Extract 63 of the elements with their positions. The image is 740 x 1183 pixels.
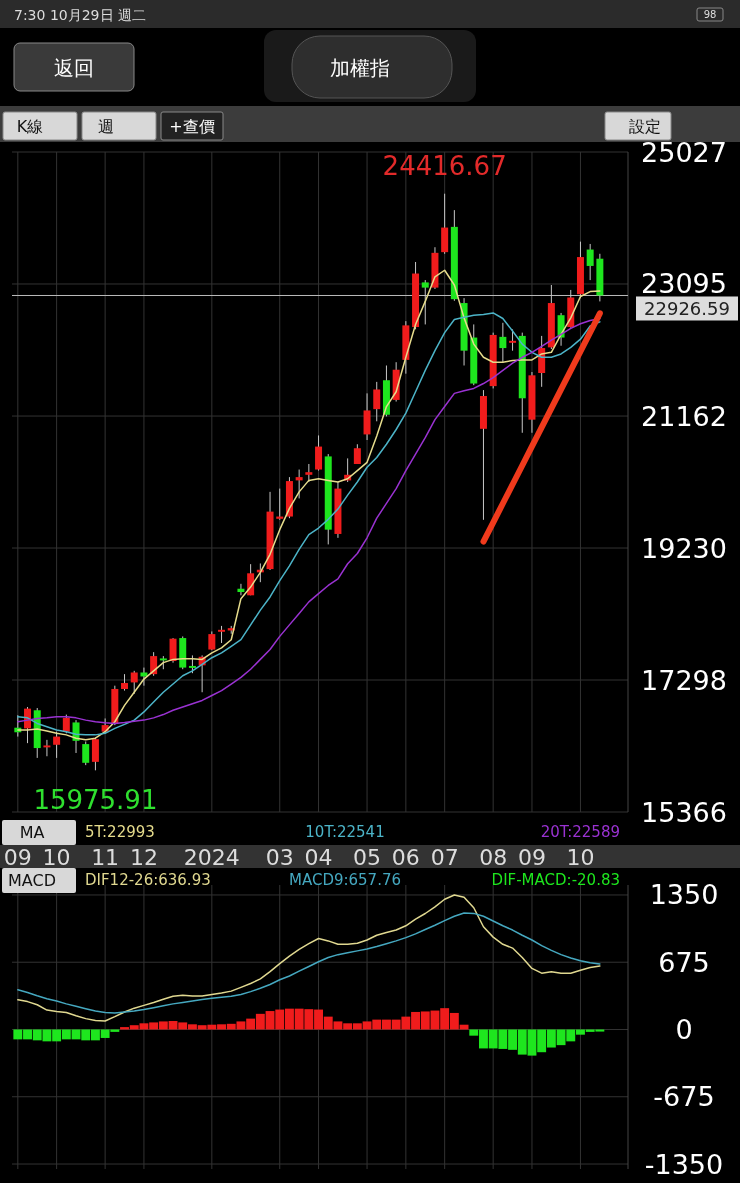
candlestick: [421, 279, 429, 325]
y-tick-label: -675: [653, 1081, 715, 1113]
candlestick: [130, 670, 138, 695]
candlestick: [62, 714, 70, 734]
candlestick: [295, 469, 303, 499]
y-tick-label: 25027: [641, 136, 727, 168]
text: 返回: [54, 56, 94, 80]
legend-title: MA: [19, 822, 45, 842]
candlestick: [82, 741, 90, 766]
candlestick: [509, 328, 517, 352]
text: 98: [703, 8, 717, 20]
candlestick: [91, 737, 99, 771]
text: 設定: [629, 116, 661, 136]
x-tick-label: 03: [265, 844, 294, 870]
text: DIF-MACD:-20.83: [491, 871, 620, 889]
text: 5T:22993: [85, 823, 155, 841]
annotation: 24416.67: [382, 150, 507, 181]
text: 20T:22589: [540, 823, 620, 841]
candlestick: [53, 731, 61, 759]
candlestick: [169, 637, 177, 664]
candlestick: [363, 392, 371, 441]
text: MACD9:657.76: [288, 871, 402, 889]
line-series: [17, 894, 601, 1022]
ref-line-label: 22926.59: [644, 297, 730, 319]
x-tick-label: 07: [430, 844, 459, 870]
y-tick-label: 19230: [641, 532, 727, 564]
annotation: 15975.91: [33, 785, 158, 816]
text: K線: [16, 116, 44, 136]
text: 週: [98, 116, 114, 136]
line-series: [17, 912, 601, 1014]
x-tick-label: 10: [42, 844, 71, 870]
candlestick: [140, 667, 148, 687]
x-tick-label: 04: [304, 844, 333, 870]
candlestick: [43, 739, 51, 757]
x-tick-label: 2024: [183, 844, 240, 870]
text: 加權指: [330, 56, 390, 80]
x-tick-label: 11: [91, 844, 120, 870]
x-tick-label: 06: [391, 844, 420, 870]
x-tick-label: 12: [129, 844, 158, 870]
x-tick-label: 08: [479, 844, 508, 870]
y-tick-label: -1350: [644, 1148, 724, 1180]
text: +查價: [169, 116, 215, 136]
y-tick-label: 17298: [641, 664, 727, 696]
candlestick: [237, 583, 245, 596]
candlestick: [315, 434, 323, 472]
x-tick-label: 09: [3, 844, 32, 870]
y-tick-label: 21162: [641, 400, 727, 432]
x-tick-label: 05: [353, 844, 382, 870]
y-tick-label: 23095: [641, 268, 727, 300]
text: 10T:22541: [305, 823, 385, 841]
x-tick-label: 09: [517, 844, 546, 870]
candlestick: [373, 381, 381, 422]
text: DIF12-26:636.93: [85, 871, 211, 889]
candlestick: [499, 322, 507, 363]
legend-title: MACD: [8, 870, 56, 890]
text: 7:30 10月29日 週二: [14, 7, 146, 23]
candlestick: [150, 651, 158, 677]
y-tick-label: 15366: [641, 796, 727, 828]
y-tick-label: 675: [658, 946, 710, 978]
candlestick: [586, 243, 594, 281]
x-tick-label: 10: [566, 844, 595, 870]
y-tick-label: 0: [675, 1013, 693, 1045]
y-tick-label: 1350: [649, 879, 719, 911]
